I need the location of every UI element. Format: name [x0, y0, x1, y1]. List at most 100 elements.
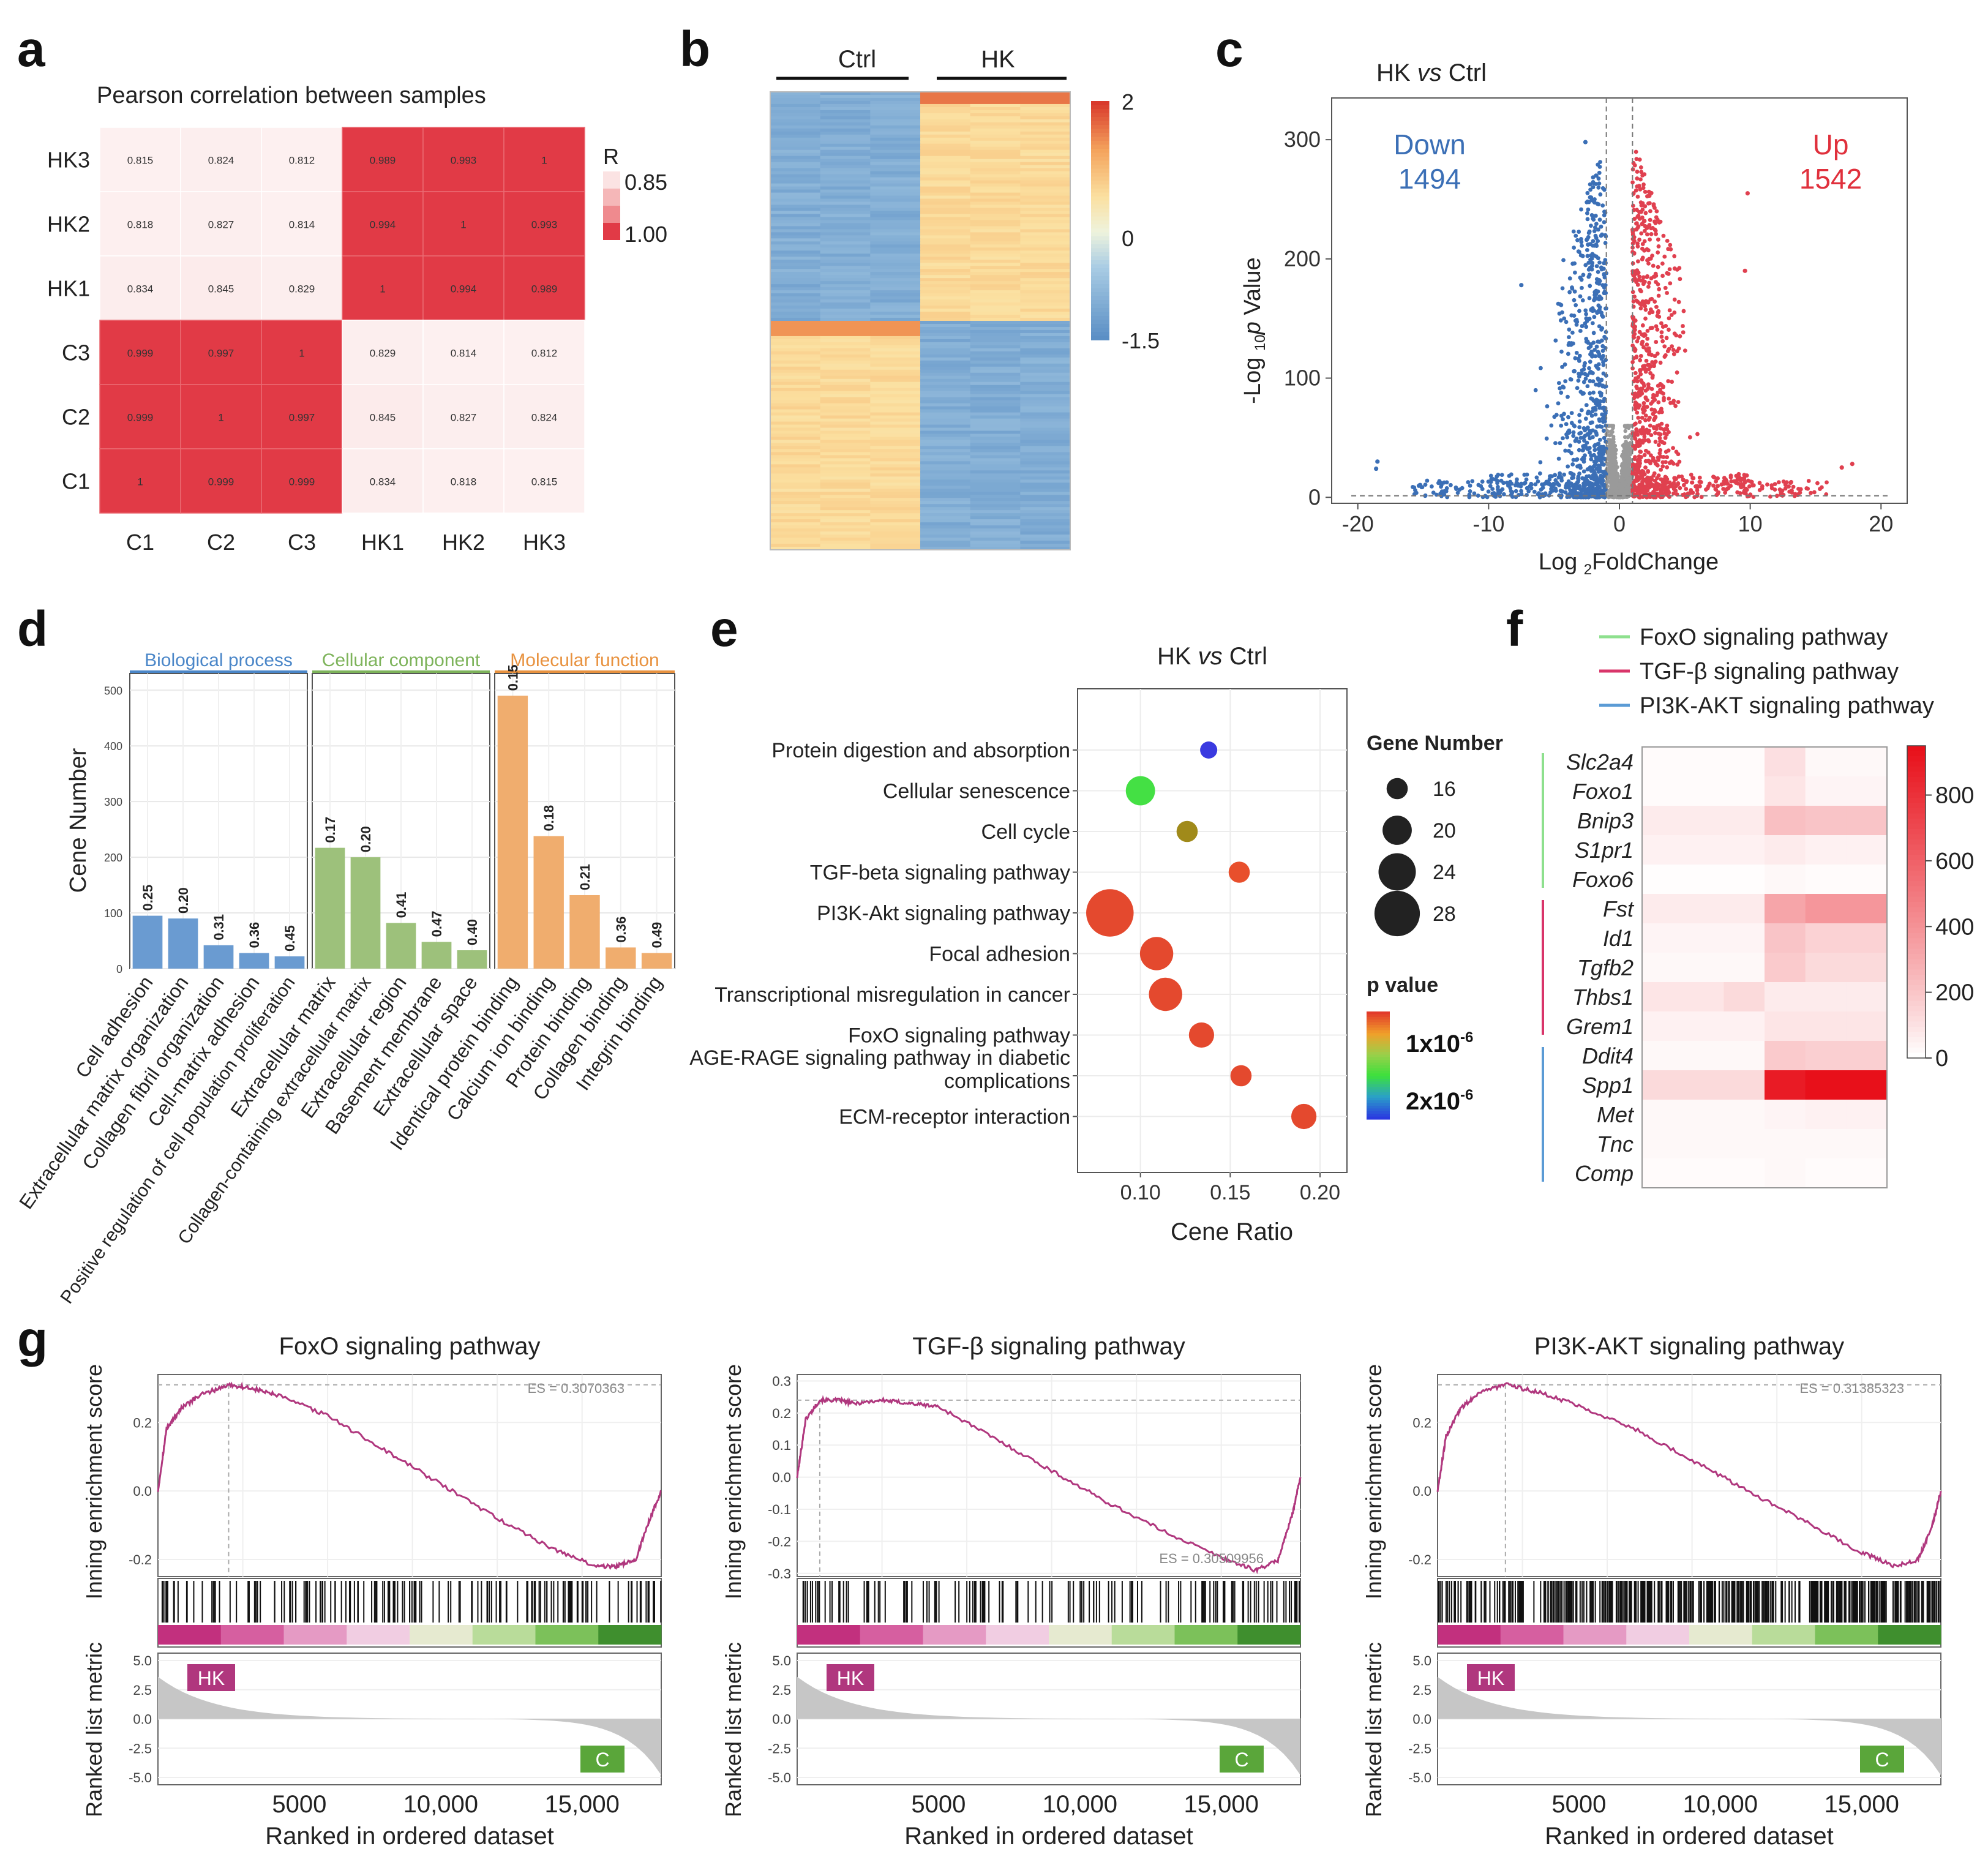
color-scale-step [1091, 256, 1109, 261]
point-sig [1592, 348, 1597, 352]
point-sig [1596, 350, 1600, 355]
point-sig [1671, 481, 1676, 486]
point-sig [1519, 481, 1524, 486]
heatmap-cell [503, 127, 585, 192]
heatmap-cell [770, 180, 821, 184]
heatmap-cell [1020, 220, 1071, 224]
heatmap-cell [870, 544, 921, 547]
heatmap-cell [1846, 806, 1888, 836]
heatmap-cell [1020, 122, 1071, 126]
heatmap-cell [970, 208, 1021, 212]
point-sig [1602, 213, 1607, 217]
heatmap-cell [820, 388, 871, 392]
heatmap-cell [1020, 519, 1071, 523]
point-sig [1579, 371, 1584, 376]
point-sig [1634, 385, 1639, 389]
point-sig [1591, 390, 1596, 395]
heatmap-cell [1765, 923, 1806, 953]
color-legend-step [1367, 1089, 1390, 1093]
heatmap-cell [1020, 180, 1071, 184]
point-sig [1551, 482, 1556, 487]
heatmap-cell [770, 372, 821, 377]
point-sig [1557, 311, 1562, 316]
color-scale-step [1907, 1027, 1926, 1033]
point-sig [1639, 170, 1644, 174]
heatmap-cell [920, 208, 971, 212]
bar [606, 947, 636, 969]
es-label: ES = 0.3070363 [528, 1381, 625, 1396]
heatmap-cell [920, 244, 971, 248]
rank-strip-segment [220, 1625, 284, 1645]
heatmap-cell [1020, 440, 1071, 444]
down-count: 1494 [1398, 163, 1461, 195]
heatmap-cell [970, 287, 1021, 291]
color-scale-step [1091, 204, 1109, 209]
heatmap-cell [1020, 369, 1071, 373]
heatmap-cell [1020, 119, 1071, 123]
heatmap-cell [770, 137, 821, 141]
heatmap-cell [770, 232, 821, 236]
color-scale-step [1091, 320, 1109, 325]
es-frame [157, 1374, 662, 1577]
title-part: HK [1376, 59, 1417, 86]
point-sig [1564, 320, 1569, 325]
heatmap-cell [770, 174, 821, 178]
heatmap-cell [1020, 113, 1071, 117]
heatmap-cell [920, 332, 971, 337]
point-sig [1652, 219, 1657, 224]
point-sig [1558, 318, 1563, 323]
point-sig [1597, 383, 1601, 388]
cell-value: 0.824 [531, 412, 558, 424]
point-sig [1562, 362, 1567, 367]
heatmap-cell [820, 174, 871, 178]
point-sig [1486, 479, 1491, 484]
point-sig [1562, 472, 1566, 477]
heatmap-cell [820, 400, 871, 404]
point-sig [1583, 416, 1588, 421]
heatmap-cell [770, 263, 821, 266]
color-scale-step [1091, 189, 1109, 193]
point-sig [1643, 316, 1648, 321]
point-sig [1567, 290, 1572, 295]
heatmap-cell [970, 162, 1021, 166]
heatmap-cell [770, 421, 821, 426]
heatmap-cell [770, 183, 821, 187]
point-sig [1640, 386, 1645, 391]
point-sig [1654, 215, 1659, 220]
heatmap-cell [1846, 865, 1888, 895]
heatmap-cell [1020, 149, 1071, 154]
heatmap-cell [970, 400, 1021, 404]
heatmap-cell [1805, 982, 1847, 1012]
point-sig [1652, 206, 1657, 210]
point-sig [1630, 359, 1635, 364]
point-sig [1584, 426, 1589, 431]
heatmap-cell [820, 296, 871, 300]
point-sig [1578, 329, 1583, 333]
point-sig [1596, 227, 1600, 232]
color-legend-step [1367, 1073, 1390, 1077]
point-sig [1558, 471, 1562, 476]
heatmap-cell [920, 421, 971, 426]
heatmap-cell [1020, 94, 1071, 99]
legend-label: 0.85 [625, 170, 667, 195]
point-sig [1583, 377, 1588, 381]
heatmap-cell [870, 220, 921, 224]
point-sig [1591, 331, 1596, 336]
heatmap-cell [770, 293, 821, 297]
cell-value: 0.834 [127, 283, 154, 295]
color-scale-step [1907, 891, 1926, 898]
point-sig [1602, 396, 1607, 401]
heatmap-cell [970, 272, 1021, 276]
heatmap-cell [820, 531, 871, 535]
heatmap-cell [870, 257, 921, 260]
heatmap-cell [1020, 501, 1071, 505]
point-sig [1638, 354, 1643, 358]
heatmap-cell [770, 525, 821, 529]
heatmap-cell [820, 156, 871, 160]
point-ns [1620, 452, 1625, 457]
heatmap-cell [970, 473, 1021, 477]
color-legend-step [1367, 1068, 1390, 1071]
point-sig [1660, 464, 1665, 468]
heatmap-cell [970, 513, 1021, 517]
heatmap-cell [920, 391, 971, 395]
